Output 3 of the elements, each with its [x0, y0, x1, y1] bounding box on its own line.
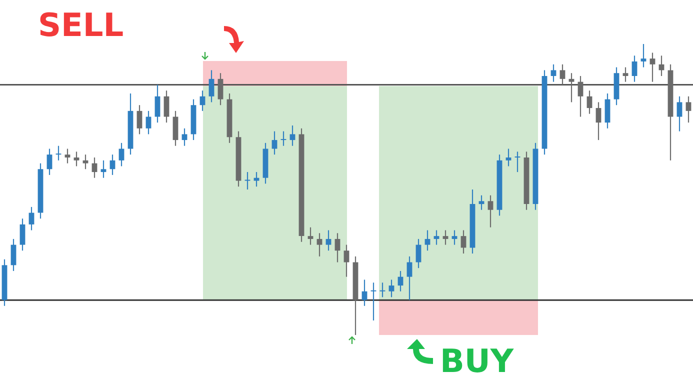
text: BUY [440, 342, 514, 380]
candlestick [370, 282, 376, 320]
annotation: SELL [38, 6, 124, 44]
